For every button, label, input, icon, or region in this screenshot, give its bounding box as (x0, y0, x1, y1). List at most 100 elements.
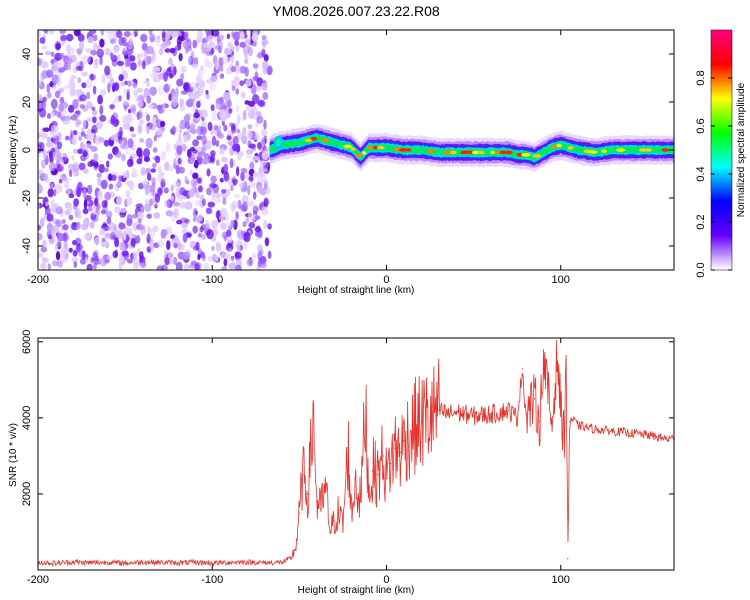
noise-blob (137, 59, 143, 67)
noise-blob (226, 98, 232, 109)
noise-blob (139, 251, 144, 260)
noise-blob (59, 209, 65, 217)
noise-blob (192, 39, 197, 49)
noise-blob (42, 133, 49, 139)
noise-blob (142, 60, 146, 70)
noise-blob (93, 34, 98, 42)
noise-blob (244, 58, 249, 65)
colorbar-label: Normalized spectral amplitude (736, 82, 747, 217)
snr-point (612, 430, 614, 432)
signal-hotspot (495, 150, 501, 155)
colorbar-tick-label: 0.4 (695, 166, 707, 181)
noise-blob (38, 132, 41, 138)
noise-blob (188, 97, 196, 103)
signal-hotspot (550, 145, 557, 149)
noise-blob (42, 96, 47, 103)
noise-blob (235, 88, 239, 95)
snr-line-group (38, 338, 674, 568)
noise-blob (220, 207, 227, 217)
noise-blob (93, 59, 99, 69)
noise-blob (110, 114, 116, 125)
noise-blob (163, 83, 170, 93)
noise-blob (200, 234, 207, 240)
noise-blob (256, 115, 264, 124)
noise-blob (118, 175, 122, 182)
noise-blob (76, 65, 82, 71)
noise-blob (48, 30, 55, 35)
noise-blob (59, 87, 64, 93)
noise-blob (252, 63, 259, 69)
noise-blob (77, 33, 85, 42)
noise-blob (122, 171, 127, 179)
noise-blob (166, 226, 173, 235)
snr-x-tick-label: 0 (383, 574, 389, 586)
noise-blob (120, 81, 125, 87)
snr-point (394, 447, 396, 449)
noise-blob (190, 50, 195, 61)
noise-blob (79, 258, 86, 265)
noise-blob (81, 55, 89, 65)
noise-blob (203, 262, 210, 270)
noise-blob (121, 153, 126, 162)
noise-blob (134, 235, 141, 244)
snr-point (455, 411, 457, 413)
noise-blob (96, 48, 104, 58)
snr-point (385, 478, 388, 480)
signal-hotspot (615, 148, 626, 152)
noise-blob (246, 150, 252, 159)
noise-blob (125, 190, 131, 198)
snr-point (176, 562, 178, 564)
snr-point (389, 462, 391, 465)
noise-blob (122, 42, 128, 47)
noise-blob (71, 222, 78, 227)
snr-y-tick-label: 2000 (21, 482, 33, 506)
snr-point (324, 489, 327, 491)
noise-blob (68, 214, 74, 221)
noise-blob (152, 116, 157, 123)
noise-blob (140, 33, 148, 43)
snr-point (556, 352, 558, 354)
noise-blob (223, 124, 228, 132)
noise-blob (47, 263, 51, 270)
noise-blob (169, 47, 176, 54)
noise-blob (157, 187, 163, 196)
noise-blob (171, 125, 176, 136)
noise-blob (67, 52, 72, 58)
noise-blob (158, 85, 164, 96)
snr-point (429, 417, 431, 419)
noise-blob (252, 191, 257, 200)
noise-blob (146, 46, 154, 55)
noise-blob (86, 101, 93, 109)
snr-point (194, 561, 196, 564)
noise-blob (252, 171, 259, 178)
noise-blob (134, 262, 141, 268)
noise-blob (185, 201, 193, 211)
noise-blob (132, 251, 138, 261)
noise-blob (160, 178, 166, 188)
noise-blob (79, 40, 85, 51)
noise-blob (72, 98, 79, 110)
noise-blob (125, 170, 130, 180)
noise-blob (170, 184, 174, 192)
noise-blob (267, 223, 272, 230)
noise-blob (68, 104, 75, 113)
noise-blob (239, 183, 244, 189)
noise-blob (237, 199, 242, 210)
noise-blob (72, 130, 78, 136)
noise-blob (207, 201, 215, 208)
noise-blob (219, 34, 225, 41)
noise-blob (156, 265, 164, 270)
noise-blob (187, 148, 192, 158)
noise-blob (154, 155, 161, 164)
noise-blob (196, 125, 204, 136)
noise-blob (40, 246, 48, 253)
noise-blob (44, 30, 49, 35)
snr-point (365, 409, 367, 411)
noise-blob (90, 128, 96, 134)
noise-blob (86, 134, 93, 141)
noise-blob (158, 47, 164, 56)
noise-blob (95, 121, 104, 130)
noise-blob (178, 123, 182, 129)
noise-blob (47, 113, 51, 119)
noise-blob (240, 171, 245, 182)
